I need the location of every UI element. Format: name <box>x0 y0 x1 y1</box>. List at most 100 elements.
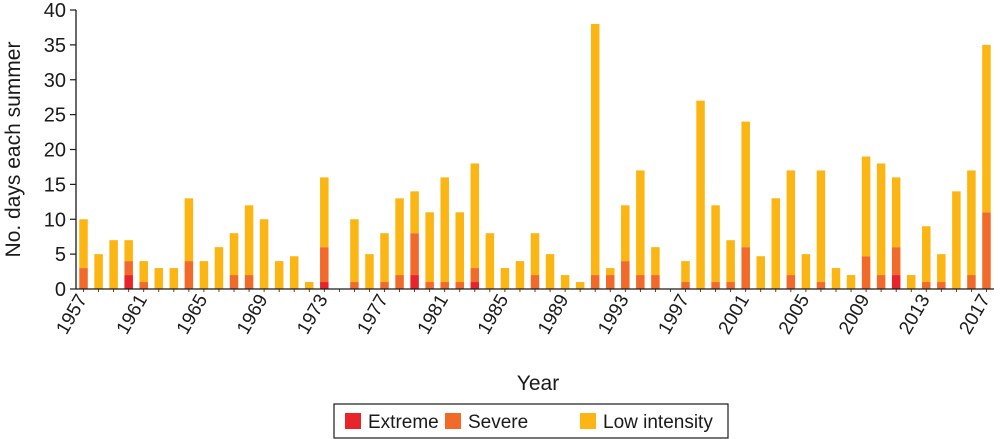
bar-severe-1957 <box>79 268 88 289</box>
x-tick-label: 1981 <box>414 291 453 338</box>
bar-severe-1991 <box>590 275 600 289</box>
y-tick-label: 35 <box>44 35 66 57</box>
bar-low-intensity-1961 <box>139 261 148 283</box>
bar-low-intensity-1982 <box>455 212 465 283</box>
x-tick-label: 1977 <box>354 291 393 338</box>
legend-swatch-severe <box>445 413 461 429</box>
bar-low-intensity-1994 <box>636 170 645 276</box>
bar-low-intensity-1969 <box>259 219 269 289</box>
legend-swatch-low-intensity <box>580 413 596 429</box>
legend-box <box>333 403 729 439</box>
y-tick-label: 5 <box>55 244 66 266</box>
legend-label-low-intensity: Low intensity <box>603 412 713 433</box>
bar-severe-1967 <box>229 275 239 289</box>
bar-low-intensity-1990 <box>575 282 585 289</box>
bar-severe-2001 <box>741 247 750 289</box>
x-tick-label: 1993 <box>594 291 633 338</box>
bar-extreme-1983 <box>470 282 480 289</box>
bar-low-intensity-1959 <box>109 240 118 289</box>
bar-low-intensity-2013 <box>922 226 931 283</box>
bar-severe-1980 <box>425 282 434 289</box>
bar-severe-1993 <box>621 261 630 289</box>
legend-label-extreme: Extreme <box>368 412 439 433</box>
bar-low-intensity-1968 <box>244 205 254 276</box>
bar-severe-1983 <box>470 268 480 283</box>
bar-low-intensity-2014 <box>937 254 946 283</box>
bar-severe-1995 <box>651 275 660 289</box>
bar-severe-1994 <box>636 275 645 289</box>
bar-severe-1975 <box>350 282 359 289</box>
bar-low-intensity-1965 <box>199 261 209 289</box>
y-tick-label: 40 <box>44 0 66 22</box>
bar-low-intensity-1967 <box>229 233 239 276</box>
bar-low-intensity-2017 <box>982 44 991 213</box>
bars <box>79 23 991 289</box>
bar-low-intensity-1984 <box>485 233 495 289</box>
bar-low-intensity-1979 <box>410 191 419 234</box>
bar-low-intensity-1992 <box>605 268 615 276</box>
bar-low-intensity-1999 <box>711 205 720 283</box>
x-tick-label: 1985 <box>474 291 513 338</box>
bar-low-intensity-1985 <box>500 268 510 289</box>
bar-severe-1960 <box>124 261 133 276</box>
bar-severe-2010 <box>876 275 886 289</box>
bar-low-intensity-1987 <box>530 233 540 276</box>
bar-low-intensity-1966 <box>214 247 224 289</box>
bar-low-intensity-2012 <box>906 275 916 289</box>
legend-label-severe: Severe <box>468 412 528 433</box>
bar-severe-2014 <box>937 282 946 289</box>
bar-severe-1987 <box>530 275 540 289</box>
bar-low-intensity-1989 <box>560 275 570 289</box>
x-tick-label: 2001 <box>715 291 754 338</box>
bar-low-intensity-1991 <box>590 23 600 276</box>
bar-severe-1968 <box>244 275 254 289</box>
bar-low-intensity-2011 <box>891 177 901 248</box>
bar-low-intensity-1995 <box>651 247 660 276</box>
x-tick-label: 1965 <box>173 291 212 338</box>
bar-low-intensity-2016 <box>967 170 976 276</box>
bar-severe-1982 <box>455 282 465 289</box>
bar-severe-2000 <box>726 282 735 289</box>
y-axis-label: No. days each summer <box>2 42 25 258</box>
x-axis-ticks: 1957 1961 1965 1969 1973 1977 1981 1985 1989 1993… <box>53 289 995 338</box>
legend-swatch-extreme <box>345 413 361 429</box>
bar-severe-1992 <box>605 275 615 289</box>
bar-severe-2004 <box>786 275 796 289</box>
y-tick-label: 10 <box>44 209 66 231</box>
bar-severe-1999 <box>711 282 720 289</box>
x-tick-label: 2009 <box>835 291 874 338</box>
bar-severe-1973 <box>320 247 329 283</box>
x-tick-label: 1989 <box>534 291 573 338</box>
bar-low-intensity-1958 <box>94 254 103 289</box>
bar-low-intensity-1998 <box>696 100 705 289</box>
bar-low-intensity-1970 <box>274 261 284 289</box>
y-tick-label: 20 <box>44 140 66 162</box>
bar-severe-2011 <box>891 247 901 276</box>
bar-low-intensity-2008 <box>846 275 856 289</box>
bar-low-intensity-1957 <box>79 219 88 269</box>
bar-severe-1977 <box>380 282 389 289</box>
bar-low-intensity-2015 <box>952 191 961 289</box>
bar-low-intensity-2003 <box>771 198 781 289</box>
legend: Extreme Severe Low intensity <box>333 403 729 439</box>
bar-low-intensity-2010 <box>876 163 886 276</box>
y-tick-label: 25 <box>44 105 66 127</box>
x-tick-label: 1997 <box>654 291 693 338</box>
y-tick-label: 0 <box>55 279 66 301</box>
bar-low-intensity-2005 <box>801 254 811 289</box>
bar-low-intensity-1986 <box>515 261 525 289</box>
bar-severe-2017 <box>982 212 991 289</box>
bar-low-intensity-2004 <box>786 170 796 276</box>
bar-low-intensity-1981 <box>440 177 449 283</box>
x-tick-label: 2005 <box>775 291 814 338</box>
x-tick-label: 2017 <box>955 291 994 338</box>
bar-low-intensity-1962 <box>154 268 164 289</box>
bar-severe-2006 <box>816 282 826 289</box>
bar-low-intensity-1988 <box>545 254 555 289</box>
bar-low-intensity-1975 <box>350 219 359 283</box>
bar-low-intensity-1976 <box>365 254 374 289</box>
bar-low-intensity-1978 <box>395 198 404 276</box>
bar-low-intensity-1960 <box>124 240 133 262</box>
bar-low-intensity-1997 <box>681 261 690 283</box>
